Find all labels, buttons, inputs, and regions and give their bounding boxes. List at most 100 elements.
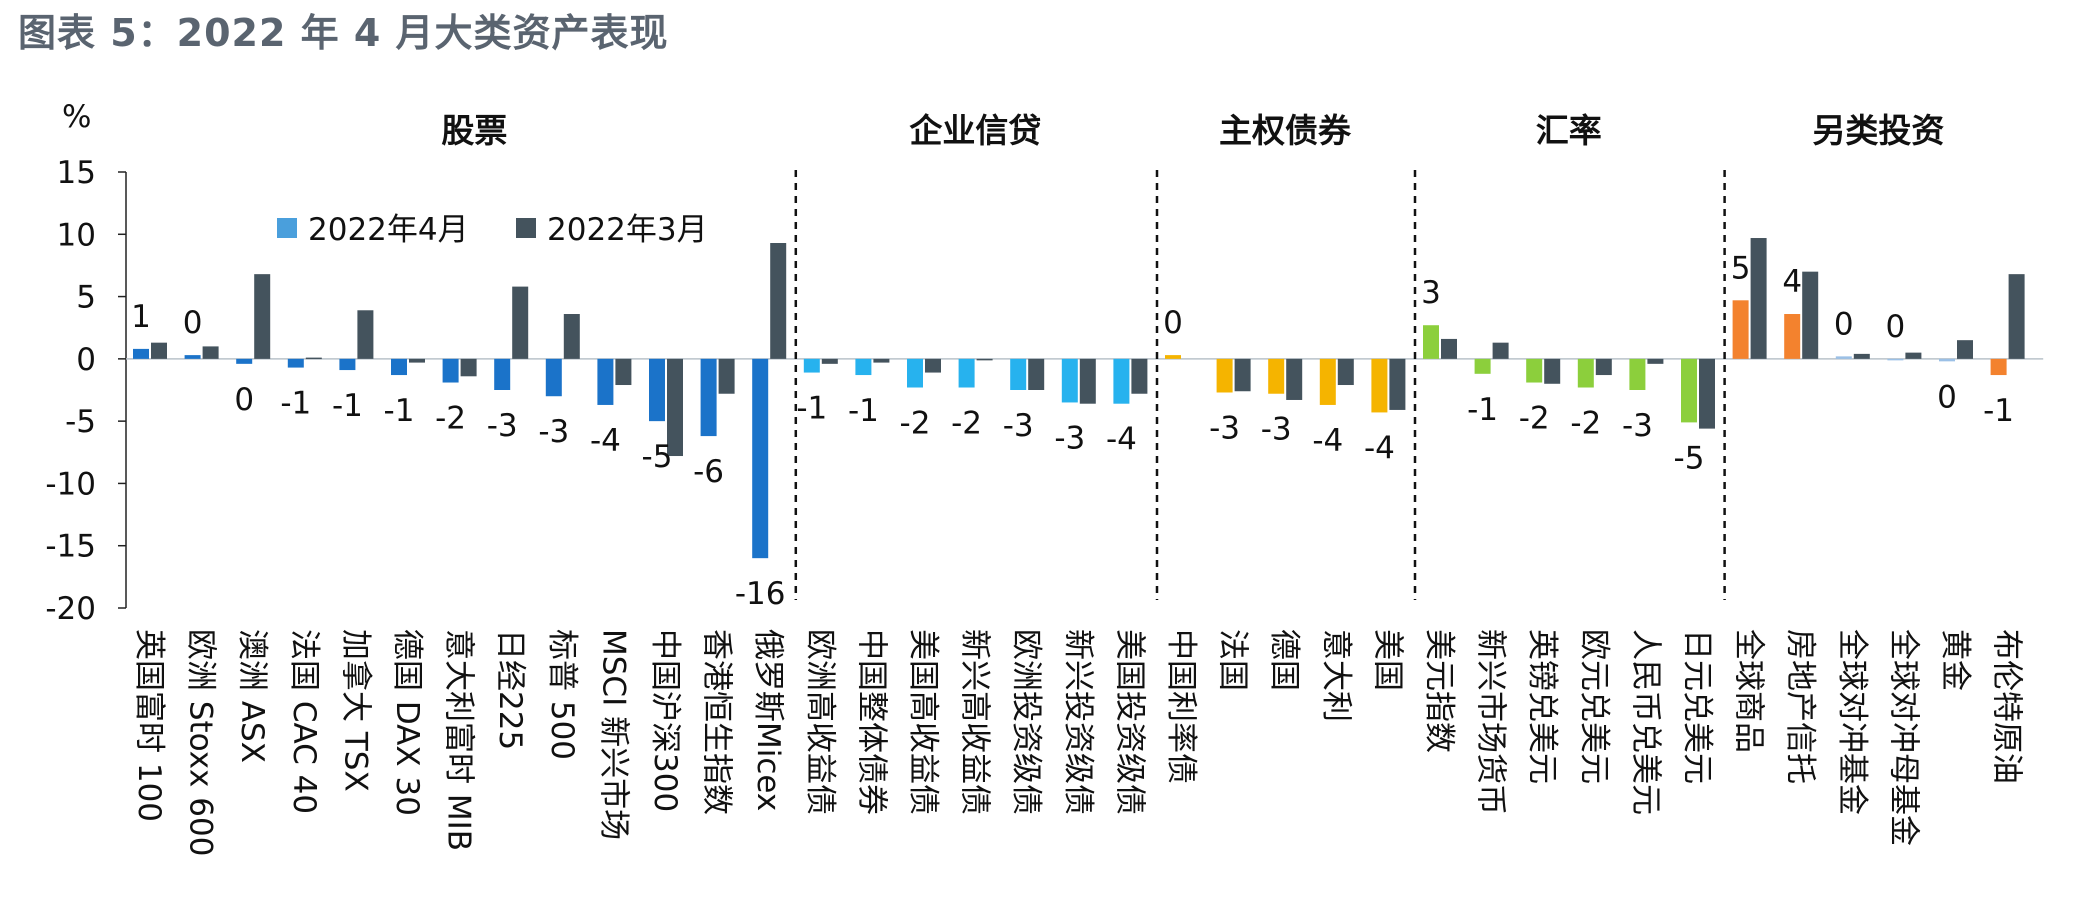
category-label: 全球商品 [1731,629,1767,753]
bar-2022-04 [855,358,872,376]
group-title: 另类投资 [1812,111,1944,150]
category-label: 中国沪深300 [647,629,683,812]
category-label: 新兴高收益债 [957,629,993,815]
category-label: 日元兑美元 [1679,629,1715,784]
data-label: -3 [1261,412,1292,448]
y-tick-label: -5 [65,404,96,440]
bar-2022-04 [1990,358,2007,376]
bar-2022-03 [1131,358,1148,394]
data-label: -3 [1003,408,1034,444]
category-label: 美国 [1369,629,1405,691]
bar-2022-04 [700,358,717,437]
y-tick-label: 15 [57,155,96,191]
bar-2022-04 [1165,355,1181,359]
bar-2022-03 [615,358,632,386]
data-label: -1 [1983,393,2014,429]
data-label: 0 [1163,305,1183,341]
bar-2022-04 [287,358,304,368]
bar-2022-04 [545,358,562,397]
y-tick-label: -10 [45,466,96,502]
data-label: -2 [1570,406,1601,442]
bar-2022-03 [1544,358,1561,384]
legend-swatch [516,218,536,238]
bar-2022-04 [494,358,511,390]
category-label: 中国利率债 [1163,629,1199,784]
bar-2022-03 [409,358,425,363]
data-label: 0 [183,305,203,341]
y-tick-label: -20 [45,591,96,627]
y-tick-label: 0 [76,342,96,378]
bar-2022-04 [184,355,201,359]
category-label: 俄罗斯Micex [750,629,786,811]
data-label: 4 [1782,264,1802,300]
bar-2022-03 [1853,353,1870,359]
data-label: -3 [487,408,518,444]
category-label: 英镑兑美元 [1524,629,1560,784]
bar-2022-03 [1441,338,1457,359]
bar-2022-04 [1526,358,1543,383]
bar-2022-04 [1113,358,1130,404]
bar-2022-04 [1371,358,1388,413]
bar-2022-03 [1595,358,1612,376]
category-label: 欧洲 Stoxx 600 [183,629,219,856]
bar-2022-04 [391,358,407,376]
bar-2022-04 [1732,300,1749,359]
category-label: MSCI 新兴市场 [595,629,631,840]
data-label: -4 [1312,423,1343,459]
category-label: 意大利 [1318,629,1354,722]
bar-2022-03 [718,358,735,394]
category-label: 美国高收益债 [905,629,941,815]
group-separators [794,170,1726,600]
y-tick-label: -15 [45,529,96,565]
category-label: 英国富时 100 [131,629,167,822]
bar-2022-04 [1681,358,1697,423]
bar-2022-03 [1389,358,1406,410]
category-label: 法国 [1215,629,1251,691]
data-label: -16 [735,576,786,612]
category-label: 中国整体债券 [853,629,889,815]
data-label: -5 [1674,440,1705,476]
bar-2022-04 [1887,358,1904,361]
data-label: -4 [590,423,621,459]
legend-label: 2022年3月 [547,212,708,248]
page-title: 图表 5：2022 年 4 月大类资产表现 [18,11,669,55]
bar-2022-03 [1492,342,1509,359]
data-label: -1 [332,388,363,424]
group-title: 主权债券 [1219,111,1352,150]
data-label: -2 [435,401,466,437]
bar-2022-03 [1234,358,1251,392]
legend: 2022年4月 2022年3月 [277,212,708,248]
data-label: 3 [1421,275,1441,311]
bar-2022-04 [1629,358,1646,390]
data-label: 0 [1886,309,1906,345]
bar-2022-03 [1647,358,1664,364]
bar-2022-03 [976,358,993,361]
category-label: 人民币兑美元 [1627,629,1663,815]
bar-2022-03 [1337,358,1354,386]
bar-2022-04 [1474,358,1491,374]
category-label: 标普 500 [544,629,580,760]
bar-2022-04 [1319,358,1336,405]
category-label: 欧元兑美元 [1576,629,1612,784]
category-label: 加拿大 TSX [337,629,373,792]
data-label: -1 [384,393,415,429]
bar-2022-03 [1699,358,1715,429]
bar-2022-03 [1750,238,1767,359]
category-label: 意大利富时 MIB [441,629,477,851]
data-label: 5 [1731,250,1751,286]
category-label: 法国 CAC 40 [286,629,322,814]
data-label: 1 [131,299,151,335]
bar-2022-04 [907,358,923,388]
category-label: 欧洲投资级债 [1008,629,1044,815]
legend-label: 2022年4月 [308,212,469,248]
bar-2022-03 [151,342,167,359]
category-label: 日经225 [492,629,528,750]
data-label: -2 [951,406,982,442]
y-tick-label: 10 [57,217,96,253]
data-label: 0 [1937,379,1957,415]
category-label: 全球对冲母基金 [1885,629,1921,846]
bar-2022-03 [873,358,890,363]
category-label: 德国 DAX 30 [389,629,425,816]
data-label: -5 [642,439,673,475]
bar-2022-04 [236,358,253,364]
